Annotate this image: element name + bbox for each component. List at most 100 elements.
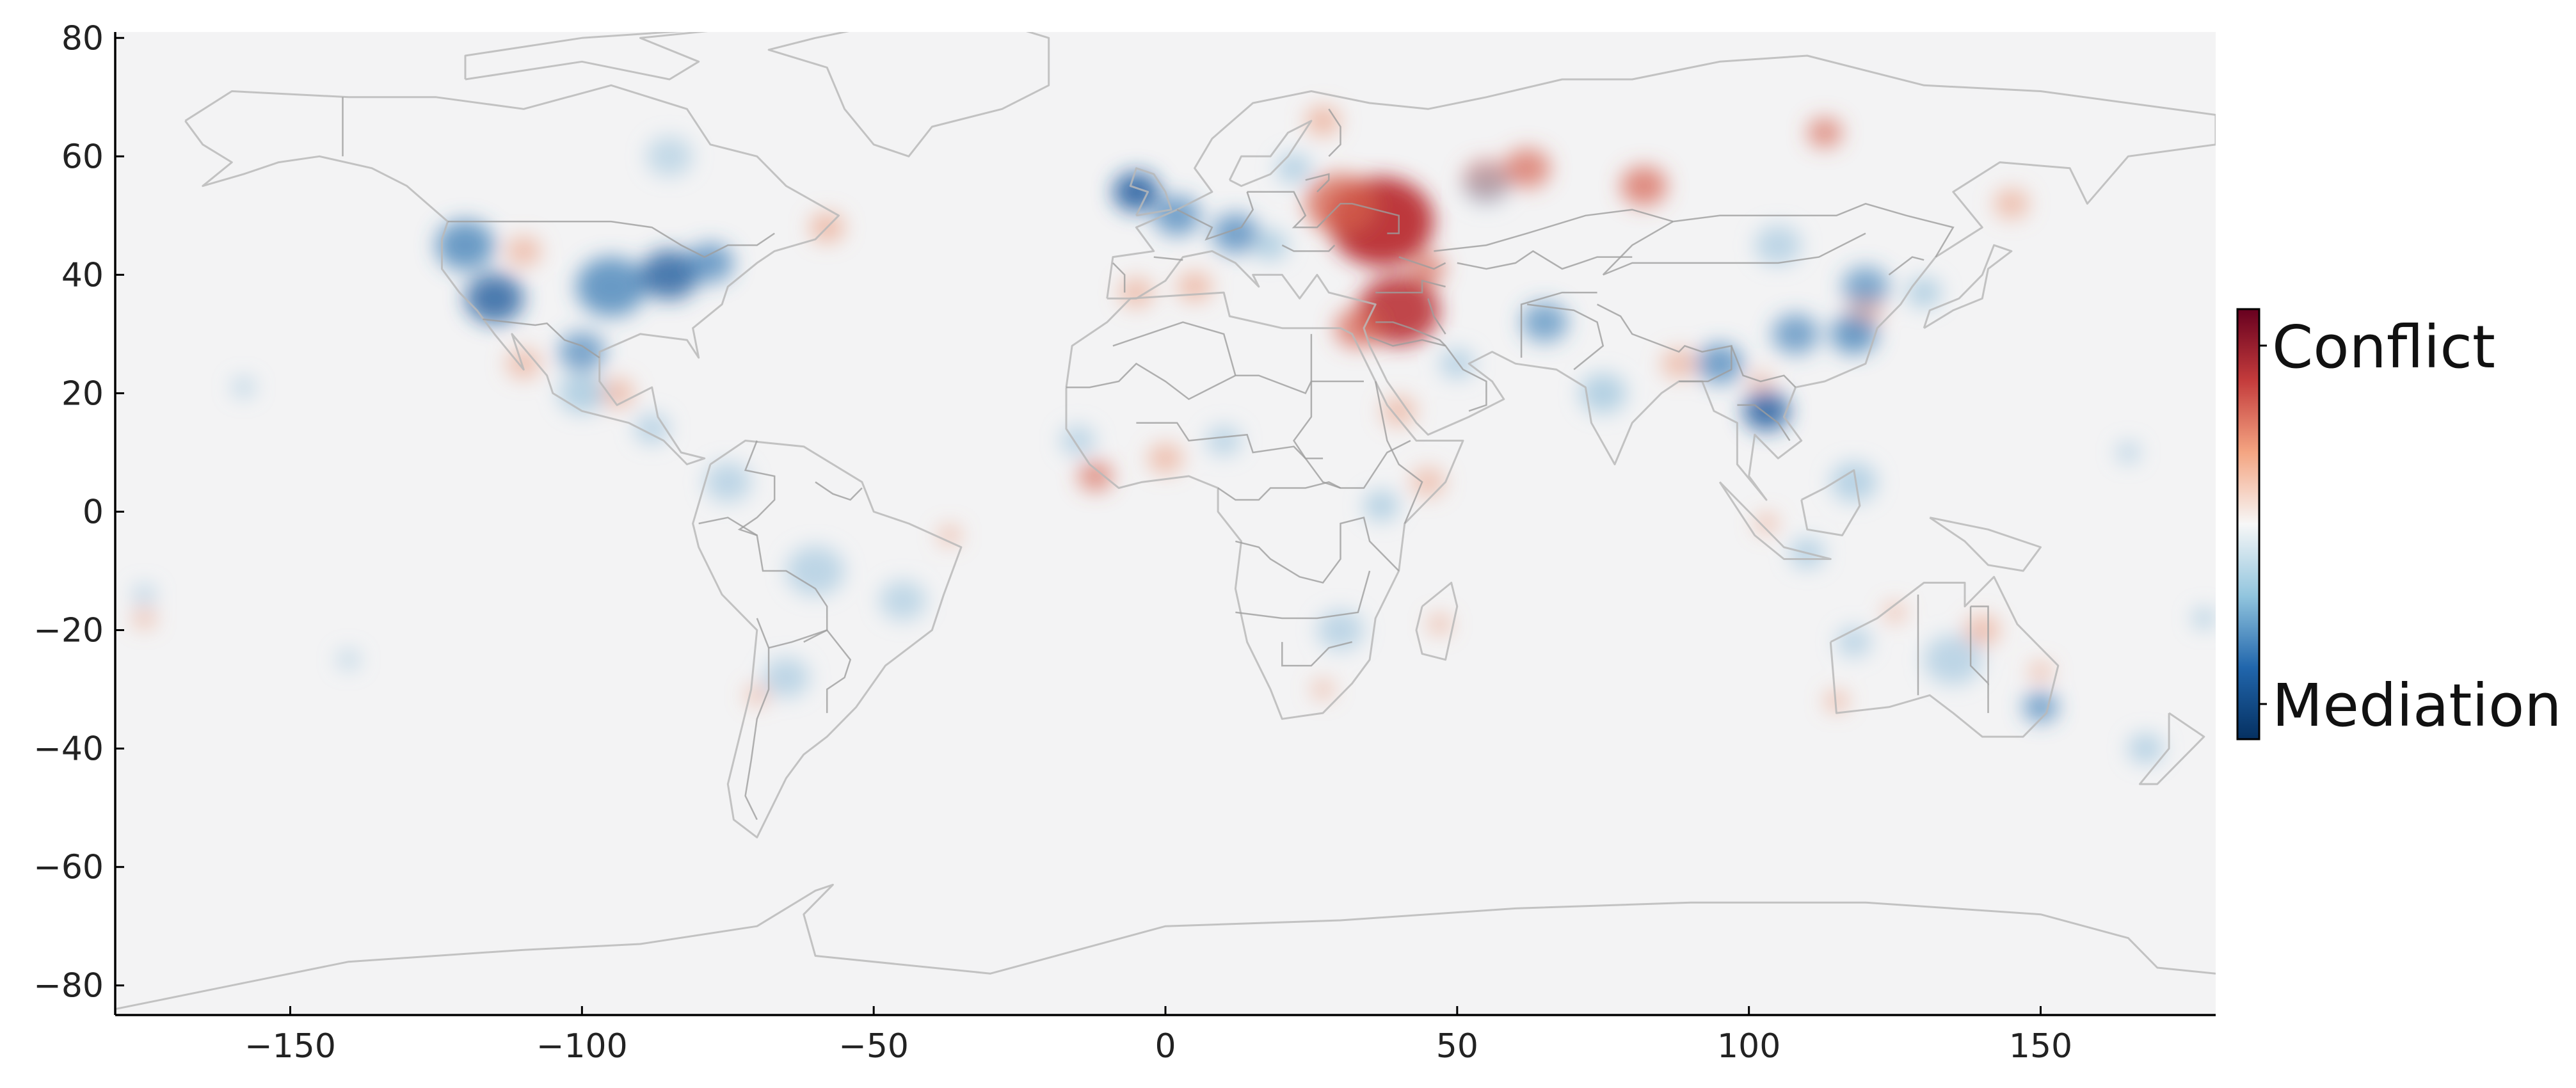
country-border	[1293, 333, 1411, 489]
conflict-hotspot	[1148, 443, 1183, 474]
country-border	[1375, 321, 1446, 347]
mediation-hotspot	[687, 243, 734, 283]
country-border	[1375, 279, 1446, 294]
colorbar-label-mediation: Mediation	[2272, 671, 2562, 740]
mediation-hotspot	[2192, 608, 2216, 628]
mediation-hotspot	[465, 273, 524, 324]
country-border	[1305, 173, 1330, 193]
y-tick-label: −80	[33, 967, 104, 1005]
mediation-hotspot	[1830, 462, 1878, 502]
mediation-hotspot	[879, 580, 927, 621]
map-background	[115, 32, 2216, 1015]
mediation-hotspot	[1743, 391, 1790, 431]
y-tick-label: 0	[83, 493, 104, 531]
country-border	[1888, 256, 1924, 276]
mediation-hotspot	[232, 377, 255, 397]
mediation-hotspot	[576, 257, 646, 317]
country-border	[1281, 244, 1336, 252]
country-border	[768, 629, 852, 714]
y-tick-label: 60	[61, 138, 104, 176]
mediation-hotspot	[786, 546, 845, 596]
x-tick-label: 150	[2009, 1027, 2072, 1066]
x-tick-label: 50	[1436, 1027, 1478, 1066]
country-border	[1520, 291, 1597, 358]
country-border	[1737, 404, 1791, 442]
conflict-hotspot	[1964, 615, 2000, 645]
conflict-hotspot	[1825, 691, 1848, 712]
y-tick-label: 40	[61, 256, 104, 294]
mediation-hotspot	[1521, 302, 1569, 342]
country-border	[1235, 570, 1371, 620]
mediation-hotspot	[1772, 314, 1820, 354]
country-border	[1457, 250, 1633, 270]
y-tick-label: −60	[33, 849, 104, 887]
axes: −150 −100 −50 0 50 100 150 80 60 40 20 0 −20 −40 −60 −8…	[33, 19, 2216, 1066]
x-tick-label: −100	[536, 1027, 628, 1066]
conflict-hotspot	[1311, 679, 1335, 700]
country-border	[1247, 191, 1400, 234]
conflict-hotspot	[1119, 277, 1154, 308]
mediation-hotspot	[2116, 442, 2140, 463]
mediation-hotspot	[1830, 314, 1878, 354]
heat-layer	[132, 106, 2216, 764]
country-border	[1369, 336, 1487, 412]
conflict-hotspot	[1381, 396, 1417, 426]
x-tick-label: −150	[244, 1027, 336, 1066]
australia-coast	[1829, 575, 2060, 738]
mediation-hotspot	[436, 220, 495, 270]
x-tick-label: 100	[1717, 1027, 1780, 1066]
mediation-hotspot	[1276, 153, 1311, 184]
colorbar: Conflict Mediation	[2236, 308, 2562, 740]
madagascar-coast	[1415, 582, 1459, 661]
arctic-islands-coast	[464, 32, 708, 81]
mediation-hotspot	[1363, 490, 1399, 521]
conflict-hotspot	[1503, 148, 1551, 188]
conflict-hotspot	[1428, 614, 1452, 634]
conflict-hotspot	[506, 348, 541, 379]
country-borders	[342, 97, 1989, 820]
conflict-hotspot	[506, 236, 541, 266]
mediation-hotspot	[1206, 426, 1242, 456]
mediation-hotspot	[1696, 344, 1743, 384]
mediation-hotspot	[558, 332, 605, 372]
mediation-hotspot	[1842, 266, 1889, 307]
greenland-coast	[767, 32, 1050, 157]
country-border	[1374, 381, 1423, 524]
mediation-hotspot	[558, 373, 605, 413]
antarctica-coast	[115, 883, 2216, 1011]
mediation-hotspot	[1462, 166, 1510, 206]
country-border	[698, 516, 758, 536]
country-border	[447, 220, 775, 259]
mediation-hotspot	[1906, 277, 1942, 308]
conflict-hotspot	[2029, 661, 2052, 682]
mediation-hotspot	[132, 584, 156, 605]
country-border	[1281, 641, 1353, 667]
country-border	[1176, 191, 1254, 241]
y-tick-label: 20	[61, 374, 104, 413]
country-border	[815, 481, 863, 501]
conflict-hotspot	[1410, 253, 1446, 284]
country-border	[1527, 303, 1604, 371]
conflict-hotspot	[1754, 513, 1779, 534]
new-guinea-coast	[1929, 516, 2042, 572]
mediation-hotspot	[1212, 213, 1259, 253]
mediation-hotspot	[1252, 230, 1288, 260]
country-border	[744, 618, 770, 820]
conflict-hotspot	[1807, 118, 1843, 148]
country-border	[1731, 345, 1796, 388]
country-border	[1427, 298, 1446, 335]
conflict-hotspot	[1410, 467, 1446, 497]
mediation-hotspot	[2023, 692, 2058, 723]
country-border	[1066, 362, 1364, 401]
country-border	[1112, 262, 1126, 293]
country-border	[1153, 256, 1183, 261]
country-border	[1434, 209, 1674, 252]
conflict-hotspot	[1177, 271, 1212, 302]
south-america-coast	[692, 440, 963, 838]
country-border	[1328, 108, 1341, 157]
country-border	[1602, 221, 1866, 276]
mediation-hotspot	[1153, 195, 1201, 236]
indonesia-borneo-coast	[1800, 469, 1861, 536]
eurasia-coast	[1106, 54, 2216, 501]
